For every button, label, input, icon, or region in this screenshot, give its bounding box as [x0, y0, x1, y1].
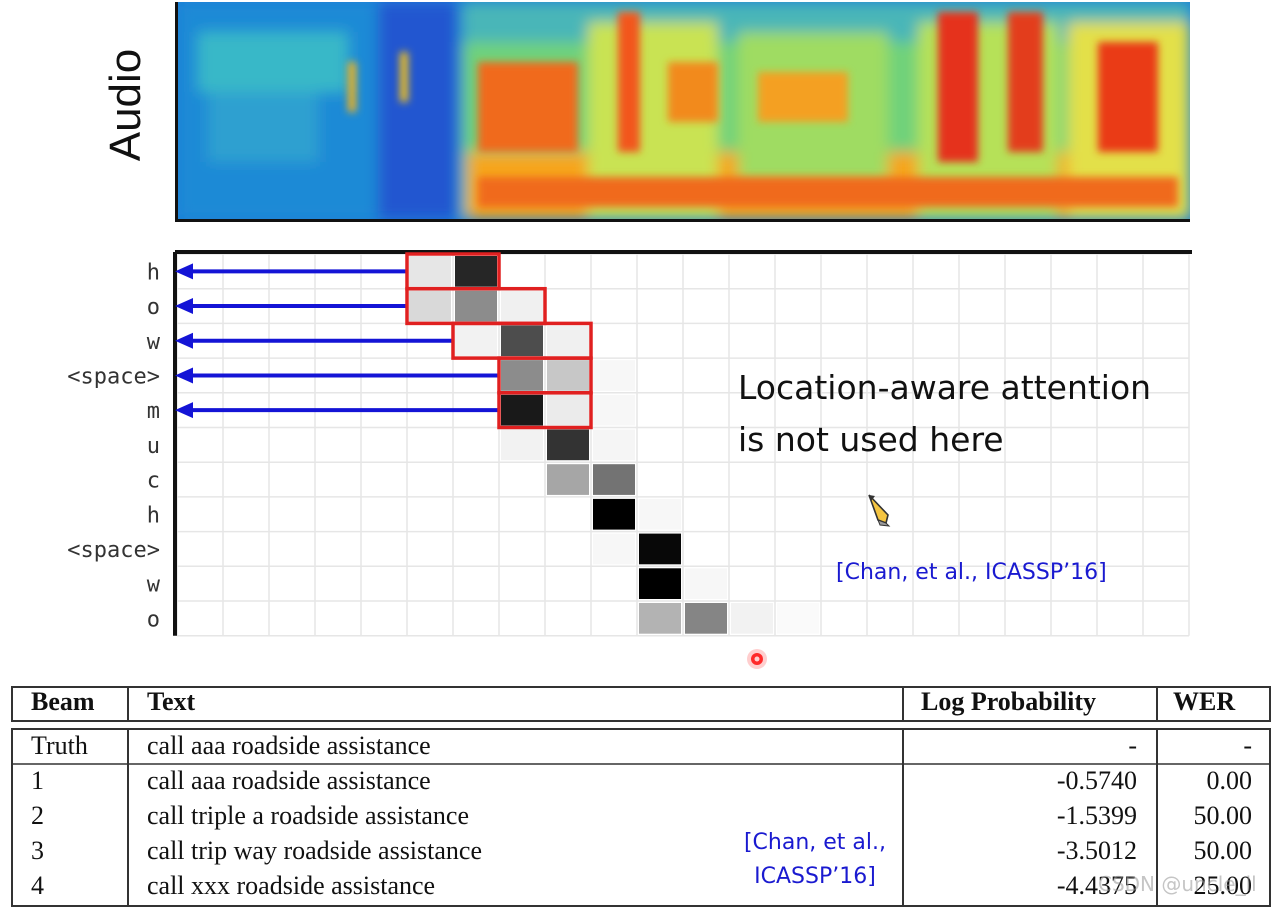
row-label: h — [147, 260, 160, 285]
row-label: <space> — [67, 538, 160, 563]
attention-cell — [501, 394, 543, 426]
attention-arrow-head — [175, 402, 193, 419]
audio-spectrogram — [175, 2, 1190, 222]
truth-beam: Truth — [31, 731, 88, 760]
row-text: call xxx roadside assistance — [147, 871, 436, 900]
row-beam: 4 — [31, 871, 44, 900]
attention-cell — [409, 256, 451, 287]
spectrogram-axis-label: Audio — [96, 40, 156, 170]
attention-cell — [731, 603, 773, 634]
note-line-2: is not used here — [738, 420, 1004, 459]
spectrogram-image — [178, 2, 1190, 219]
attention-cell — [455, 325, 497, 357]
row-beam: 1 — [31, 766, 44, 795]
row-logprob: -1.5399 — [1056, 801, 1137, 830]
highlight-box — [497, 391, 593, 430]
attention-cell — [455, 290, 497, 322]
attention-cell — [409, 290, 451, 322]
row-logprob: -4.4375 — [1056, 871, 1137, 900]
attention-cell — [501, 360, 543, 391]
header-text: Text — [147, 687, 196, 716]
header-beam: Beam — [31, 687, 95, 716]
truth-logprob: - — [1128, 731, 1137, 760]
row-label: o — [147, 607, 160, 632]
attention-cell — [639, 603, 681, 634]
attention-arrow-head — [175, 332, 193, 349]
header-wer: WER — [1173, 687, 1236, 716]
citation-bottom: [Chan, et al., ICASSP’16] — [730, 826, 900, 894]
citation-top: [Chan, et al., ICASSP’16] — [836, 560, 1107, 585]
citation-bottom-line-2: ICASSP’16] — [754, 864, 876, 889]
attention-cell — [593, 429, 635, 461]
attention-cell — [777, 603, 819, 634]
row-text: call aaa roadside assistance — [147, 766, 431, 795]
attention-cell — [547, 325, 589, 357]
truth-wer: - — [1243, 731, 1252, 760]
row-logprob: -3.5012 — [1056, 836, 1137, 865]
attention-arrow-head — [175, 298, 193, 315]
row-label: m — [147, 399, 160, 424]
row-wer: 50.00 — [1193, 836, 1253, 865]
attention-arrows — [175, 263, 499, 419]
attention-cell — [639, 498, 681, 530]
attention-cell — [547, 394, 589, 426]
laser-pointer-icon — [747, 649, 767, 669]
attention-cell — [593, 498, 635, 530]
table-rules — [11, 686, 1271, 907]
row-label: c — [147, 469, 160, 494]
row-text: call triple a roadside assistance — [147, 801, 469, 830]
watermark: CSDN @uncle_ll — [1098, 872, 1257, 896]
attention-cell — [593, 533, 635, 565]
beam-results-table: Beam Text Log Probability WER Truth call… — [11, 686, 1271, 907]
audio-label: Audio — [101, 48, 150, 162]
attention-cell — [639, 568, 681, 599]
row-label: w — [147, 573, 161, 598]
row-wer: 50.00 — [1193, 801, 1253, 830]
attention-cell — [593, 394, 635, 426]
attention-cell — [501, 290, 543, 322]
attention-cell — [639, 533, 681, 565]
attention-cell — [501, 429, 543, 461]
header-log-probability: Log Probability — [921, 687, 1097, 716]
attention-cell — [685, 568, 727, 599]
attention-cell — [593, 464, 635, 495]
attention-highlight-boxes — [405, 252, 593, 430]
attention-cell — [685, 603, 727, 634]
row-beam: 3 — [31, 836, 44, 865]
row-text: call trip way roadside assistance — [147, 836, 482, 865]
attention-grid — [173, 250, 1192, 637]
row-label: o — [147, 295, 160, 320]
row-label: h — [147, 503, 160, 528]
row-label: <space> — [67, 364, 160, 389]
attention-arrow-head — [175, 263, 193, 280]
attention-cell — [455, 256, 497, 287]
row-beam: 2 — [31, 801, 44, 830]
note-line-1: Location-aware attention — [738, 368, 1152, 407]
pen-cursor-icon — [868, 494, 891, 527]
attention-cell — [501, 325, 543, 357]
citation-bottom-line-1: [Chan, et al., — [743, 830, 887, 855]
row-label: u — [147, 434, 160, 459]
attention-arrow-head — [175, 367, 193, 384]
attention-cell — [593, 360, 635, 391]
row-wer: 25.00 — [1193, 871, 1253, 900]
row-wer: 0.00 — [1206, 766, 1253, 795]
annotation-note: Location-aware attention is not used her… — [738, 362, 1151, 466]
attention-cell — [547, 429, 589, 461]
attention-cell — [547, 464, 589, 495]
attention-cell — [547, 360, 589, 391]
row-logprob: -0.5740 — [1056, 766, 1137, 795]
row-label: w — [147, 330, 161, 355]
attention-weights — [409, 256, 819, 634]
truth-text: call aaa roadside assistance — [147, 731, 431, 760]
